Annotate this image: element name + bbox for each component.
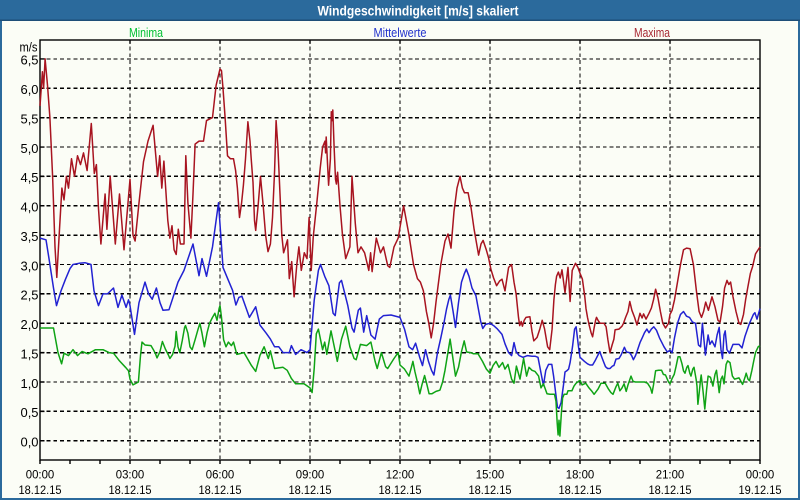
svg-text:2,0: 2,0 (21, 318, 39, 332)
svg-text:12:00: 12:00 (386, 468, 415, 482)
svg-text:6,5: 6,5 (21, 54, 39, 68)
svg-text:03:00: 03:00 (116, 468, 145, 482)
svg-text:15:00: 15:00 (476, 468, 505, 482)
svg-text:1,5: 1,5 (21, 347, 39, 361)
svg-text:1,0: 1,0 (21, 377, 39, 391)
svg-text:3,0: 3,0 (21, 259, 39, 273)
svg-text:4,0: 4,0 (21, 201, 39, 215)
svg-text:2,5: 2,5 (21, 289, 39, 303)
svg-text:18.12.15: 18.12.15 (559, 483, 602, 497)
svg-text:Mittelwerte: Mittelwerte (374, 26, 427, 40)
svg-text:m/s: m/s (20, 41, 38, 55)
svg-text:18.12.15: 18.12.15 (379, 483, 422, 497)
svg-text:21:00: 21:00 (656, 468, 685, 482)
svg-text:18.12.15: 18.12.15 (199, 483, 242, 497)
svg-text:Minima: Minima (129, 26, 163, 40)
svg-text:18.12.15: 18.12.15 (469, 483, 512, 497)
svg-text:18.12.15: 18.12.15 (649, 483, 692, 497)
svg-text:00:00: 00:00 (746, 468, 775, 482)
svg-text:Windgeschwindigkeit [m/s] skal: Windgeschwindigkeit [m/s] skaliert (318, 3, 519, 19)
svg-text:18.12.15: 18.12.15 (19, 483, 62, 497)
svg-text:0,5: 0,5 (21, 406, 39, 420)
svg-text:18.12.15: 18.12.15 (289, 483, 332, 497)
svg-text:6,0: 6,0 (21, 83, 39, 97)
svg-text:18:00: 18:00 (566, 468, 595, 482)
svg-text:18.12.15: 18.12.15 (109, 483, 152, 497)
svg-text:09:00: 09:00 (296, 468, 325, 482)
svg-text:06:00: 06:00 (206, 468, 235, 482)
svg-text:4,5: 4,5 (21, 171, 39, 185)
svg-text:Maxima: Maxima (634, 26, 670, 40)
svg-text:0,0: 0,0 (21, 436, 39, 450)
svg-text:19.12.15: 19.12.15 (739, 483, 782, 497)
svg-text:00:00: 00:00 (26, 468, 55, 482)
svg-text:3,5: 3,5 (21, 230, 39, 244)
svg-text:5,0: 5,0 (21, 142, 39, 156)
svg-text:5,5: 5,5 (21, 112, 39, 126)
